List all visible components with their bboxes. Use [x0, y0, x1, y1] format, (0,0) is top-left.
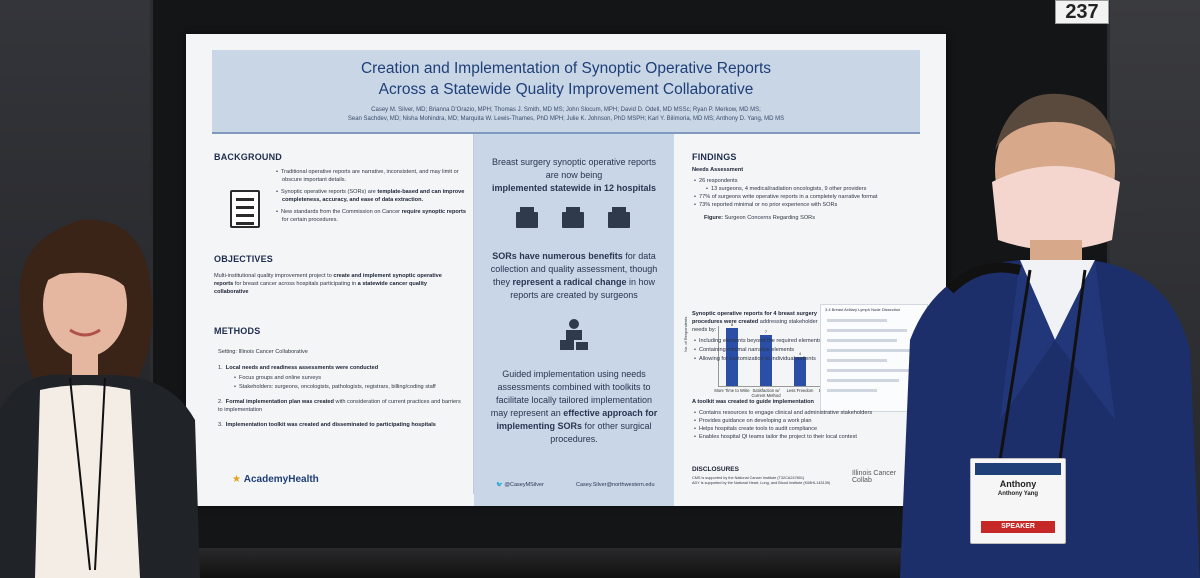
poster-left-column: BACKGROUND Traditional operative reports… — [196, 134, 474, 506]
objectives-text: Multi-institutional quality improvement … — [214, 273, 442, 295]
background-bullets: Traditional operative reports are narrat… — [274, 168, 466, 228]
sor-bullet-1: Including elements beyond the required e… — [692, 337, 822, 345]
disclosure-1: CMS is supported by the National Cancer … — [692, 476, 805, 480]
background-bullet-3: New standards from the Commission on Can… — [274, 208, 466, 224]
middle-statement-1: Breast surgery synoptic operative report… — [491, 157, 657, 193]
poster-title: Creation and Implementation of Synoptic … — [212, 58, 920, 100]
chart-category-label: Less Freedom — [786, 388, 814, 393]
background-bullet-1: Traditional operative reports are narrat… — [274, 168, 466, 184]
methods-step-3: 3. Implementation toolkit was created an… — [218, 422, 436, 428]
findings-heading: FINDINGS — [692, 152, 737, 162]
disclosures: DISCLOSURES CMS is supported by the Nati… — [692, 466, 842, 486]
chart-y-label: No. of Respondents — [683, 316, 688, 352]
disclosures-heading: DISCLOSURES — [692, 466, 739, 473]
disclosure-2: ADY is supported by the National Heart, … — [692, 481, 831, 485]
badge-name: Anthony Anthony Yang — [997, 479, 1039, 497]
needs-assessment: Needs Assessment 26 respondents 13 surge… — [692, 166, 928, 209]
authors-line-2: Sean Sachdev, MD; Nisha Mohindra, MD; Ma… — [347, 116, 785, 122]
chart-x-axis — [718, 386, 888, 387]
methods-heading: METHODS — [214, 326, 261, 336]
methods-setting: Setting: Illinois Cancer Collaborative — [218, 349, 308, 355]
poster-title-line-2: Across a Statewide Quality Improvement C… — [378, 81, 754, 98]
background-bullet-2: Synoptic operative reports (SORs) are te… — [274, 188, 466, 204]
checklist-icon — [230, 190, 260, 228]
middle-statement-3: Guided implementation using needs assess… — [490, 369, 658, 444]
sor-created-heading: Synoptic operative reports for 4 breast … — [692, 311, 818, 333]
research-poster: Creation and Implementation of Synoptic … — [186, 34, 946, 506]
sor-bullet-2: Containing minimal narrative elements — [692, 346, 822, 354]
figure-caption: Figure: Surgeon Concerns Regarding SORs — [704, 215, 816, 221]
poster-title-band: Creation and Implementation of Synoptic … — [212, 50, 920, 134]
poster-title-line-1: Creation and Implementation of Synoptic … — [360, 60, 772, 77]
presenter-woman — [0, 219, 200, 578]
toolkit-bullet-4: Enables hospital QI teams tailor the pro… — [692, 433, 888, 441]
toolkit-bullet-3: Helps hospitals create tools to audit co… — [692, 425, 888, 433]
chart-value-label: 8 — [730, 322, 734, 327]
form-title: 3.4 Breast Axillary Lymph Node Dissectio… — [825, 307, 901, 312]
chart-category-label: More Time to Write — [714, 388, 750, 393]
methods-step-1a: Focus groups and online surveys — [232, 374, 464, 382]
twitter-handle: 🐦 @CaseyMSilver — [496, 482, 544, 488]
sor-bullet-3: Allowing for customization to individual… — [692, 355, 822, 363]
methods-step-1: 1. Local needs and readiness assessments… — [218, 365, 379, 371]
toolkit-bullet-2: Provides guidance on developing a work p… — [692, 417, 888, 425]
contact-email: Casey.Silver@northwestern.edu — [576, 482, 655, 488]
needs-assessment-heading: Needs Assessment — [692, 167, 744, 173]
speaker-badge: Anthony Anthony Yang SPEAKER — [970, 458, 1066, 544]
needs-bullet-2: 77% of surgeons write operative reports … — [692, 193, 928, 201]
background-heading: BACKGROUND — [214, 152, 282, 162]
objectives-heading: OBJECTIVES — [214, 254, 274, 264]
booth-number-sign: 237 — [1055, 0, 1109, 24]
needs-bullet-1a: 13 surgeons, 4 medical/radiation oncolog… — [704, 185, 928, 193]
chart-category-label: Satisfaction w/ Current Method — [751, 388, 781, 398]
academyhealth-logo: ★ AcademyHealth — [232, 474, 319, 485]
needs-bullet-3: 73% reported minimal or no prior experie… — [692, 201, 928, 209]
methods-step-2: 2. Formal implementation plan was create… — [218, 399, 461, 413]
authors-line-1: Casey M. Silver, MD; Brianna D'Orazio, M… — [371, 107, 761, 113]
poster-middle-column: Breast surgery synoptic operative report… — [474, 134, 674, 506]
methods-step-1b: Stakeholders: surgeons, oncologists, pat… — [232, 383, 464, 391]
poster-authors: Casey M. Silver, MD; Brianna D'Orazio, M… — [302, 106, 830, 124]
toolkit-bullet-1: Contains resources to engage clinical an… — [692, 409, 888, 417]
chart-value-label: 7 — [764, 329, 768, 335]
badge-role-ribbon: SPEAKER — [981, 521, 1055, 533]
sor-created: Synoptic operative reports for 4 breast … — [692, 310, 822, 364]
toolkit: A toolkit was created to guide implement… — [692, 398, 888, 441]
surgeon-icon — [560, 319, 588, 350]
badge-header — [975, 463, 1061, 475]
toolkit-heading: A toolkit was created to guide implement… — [692, 399, 814, 405]
illinois-cancer-collaborative-logo: Illinois Cancer Collab — [852, 470, 896, 484]
middle-statement-2: SORs have numerous benefits for data col… — [490, 251, 658, 300]
methods-text: Setting: Illinois Cancer Collaborative 1… — [218, 348, 464, 429]
needs-bullet-1: 26 respondents — [692, 177, 928, 185]
hospital-icon — [608, 207, 630, 228]
chart-bar — [794, 357, 806, 386]
hospital-icon — [562, 207, 584, 228]
hospital-icon — [516, 207, 538, 228]
